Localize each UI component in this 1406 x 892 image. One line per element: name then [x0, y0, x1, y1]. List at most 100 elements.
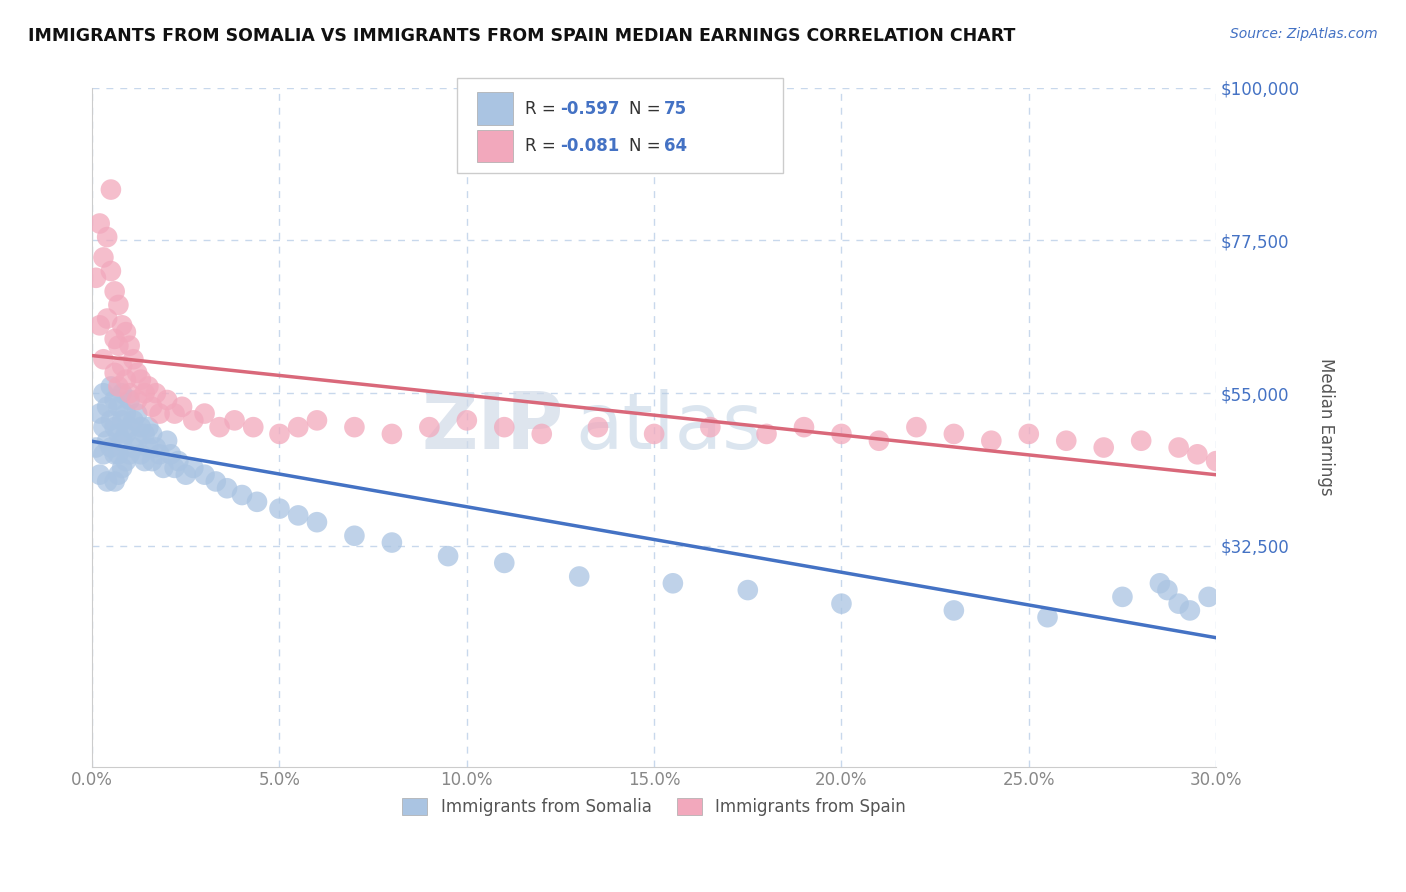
Point: [269, 501, 291, 516]
Point: [104, 392, 127, 407]
Point: [134, 386, 156, 401]
Point: [104, 285, 127, 299]
Point: [111, 359, 134, 373]
Point: [381, 426, 404, 441]
Point: [174, 467, 197, 482]
Point: [160, 447, 183, 461]
Point: [118, 339, 141, 353]
Point: [145, 441, 167, 455]
Point: [305, 413, 328, 427]
Point: [111, 461, 134, 475]
Point: [643, 426, 665, 441]
Text: R =: R =: [524, 100, 561, 118]
Point: [172, 400, 194, 414]
Point: [122, 413, 145, 427]
Bar: [477, 130, 513, 162]
Point: [100, 441, 122, 455]
Point: [1205, 454, 1227, 468]
Point: [141, 426, 163, 441]
Point: [127, 366, 149, 380]
Point: [231, 488, 253, 502]
Point: [737, 583, 759, 598]
Point: [905, 420, 928, 434]
Point: [127, 407, 149, 421]
Point: [100, 379, 122, 393]
Point: [246, 495, 269, 509]
Point: [269, 426, 291, 441]
Point: [115, 373, 138, 387]
Text: -0.597: -0.597: [560, 100, 619, 118]
Point: [868, 434, 890, 448]
Point: [93, 251, 115, 265]
Point: [1156, 583, 1178, 598]
Point: [152, 461, 174, 475]
Text: IMMIGRANTS FROM SOMALIA VS IMMIGRANTS FROM SPAIN MEDIAN EARNINGS CORRELATION CHA: IMMIGRANTS FROM SOMALIA VS IMMIGRANTS FR…: [28, 27, 1015, 45]
Point: [980, 434, 1002, 448]
Point: [107, 426, 129, 441]
Point: [96, 230, 118, 244]
Point: [104, 420, 127, 434]
Point: [107, 447, 129, 461]
Point: [89, 407, 111, 421]
Point: [662, 576, 685, 591]
Text: R =: R =: [524, 137, 561, 155]
Point: [755, 426, 778, 441]
Point: [1178, 603, 1201, 617]
Point: [96, 400, 118, 414]
Point: [129, 373, 152, 387]
Point: [118, 420, 141, 434]
Point: [1187, 447, 1209, 461]
Point: [107, 400, 129, 414]
Point: [568, 569, 591, 583]
Point: [343, 420, 366, 434]
Point: [93, 386, 115, 401]
Point: [104, 475, 127, 489]
Point: [156, 434, 179, 448]
Point: [138, 379, 160, 393]
Text: N =: N =: [630, 100, 666, 118]
Point: [100, 183, 122, 197]
Point: [115, 407, 138, 421]
Point: [224, 413, 246, 427]
Point: [96, 311, 118, 326]
Point: [1018, 426, 1040, 441]
Bar: [477, 93, 513, 125]
Point: [127, 392, 149, 407]
Point: [107, 298, 129, 312]
Point: [183, 413, 205, 427]
Point: [100, 264, 122, 278]
Point: [586, 420, 609, 434]
Point: [193, 467, 215, 482]
Text: -0.081: -0.081: [560, 137, 619, 155]
Point: [456, 413, 478, 427]
Text: Source: ZipAtlas.com: Source: ZipAtlas.com: [1230, 27, 1378, 41]
Point: [494, 420, 516, 434]
Point: [215, 481, 238, 495]
Text: ZIP: ZIP: [422, 389, 564, 465]
Point: [1167, 441, 1189, 455]
Text: atlas: atlas: [575, 389, 763, 465]
Point: [145, 386, 167, 401]
Point: [494, 556, 516, 570]
Point: [1036, 610, 1059, 624]
Point: [1092, 441, 1115, 455]
Point: [1054, 434, 1077, 448]
Point: [149, 447, 172, 461]
Point: [942, 426, 965, 441]
Point: [129, 447, 152, 461]
Point: [138, 441, 160, 455]
Point: [530, 426, 553, 441]
Point: [163, 461, 186, 475]
Point: [107, 339, 129, 353]
Point: [122, 441, 145, 455]
Point: [118, 447, 141, 461]
Point: [115, 426, 138, 441]
Point: [305, 515, 328, 529]
Point: [104, 366, 127, 380]
Point: [115, 454, 138, 468]
Point: [138, 420, 160, 434]
Point: [193, 407, 215, 421]
Point: [1111, 590, 1133, 604]
Point: [437, 549, 460, 563]
Legend: Immigrants from Somalia, Immigrants from Spain: Immigrants from Somalia, Immigrants from…: [396, 791, 912, 822]
